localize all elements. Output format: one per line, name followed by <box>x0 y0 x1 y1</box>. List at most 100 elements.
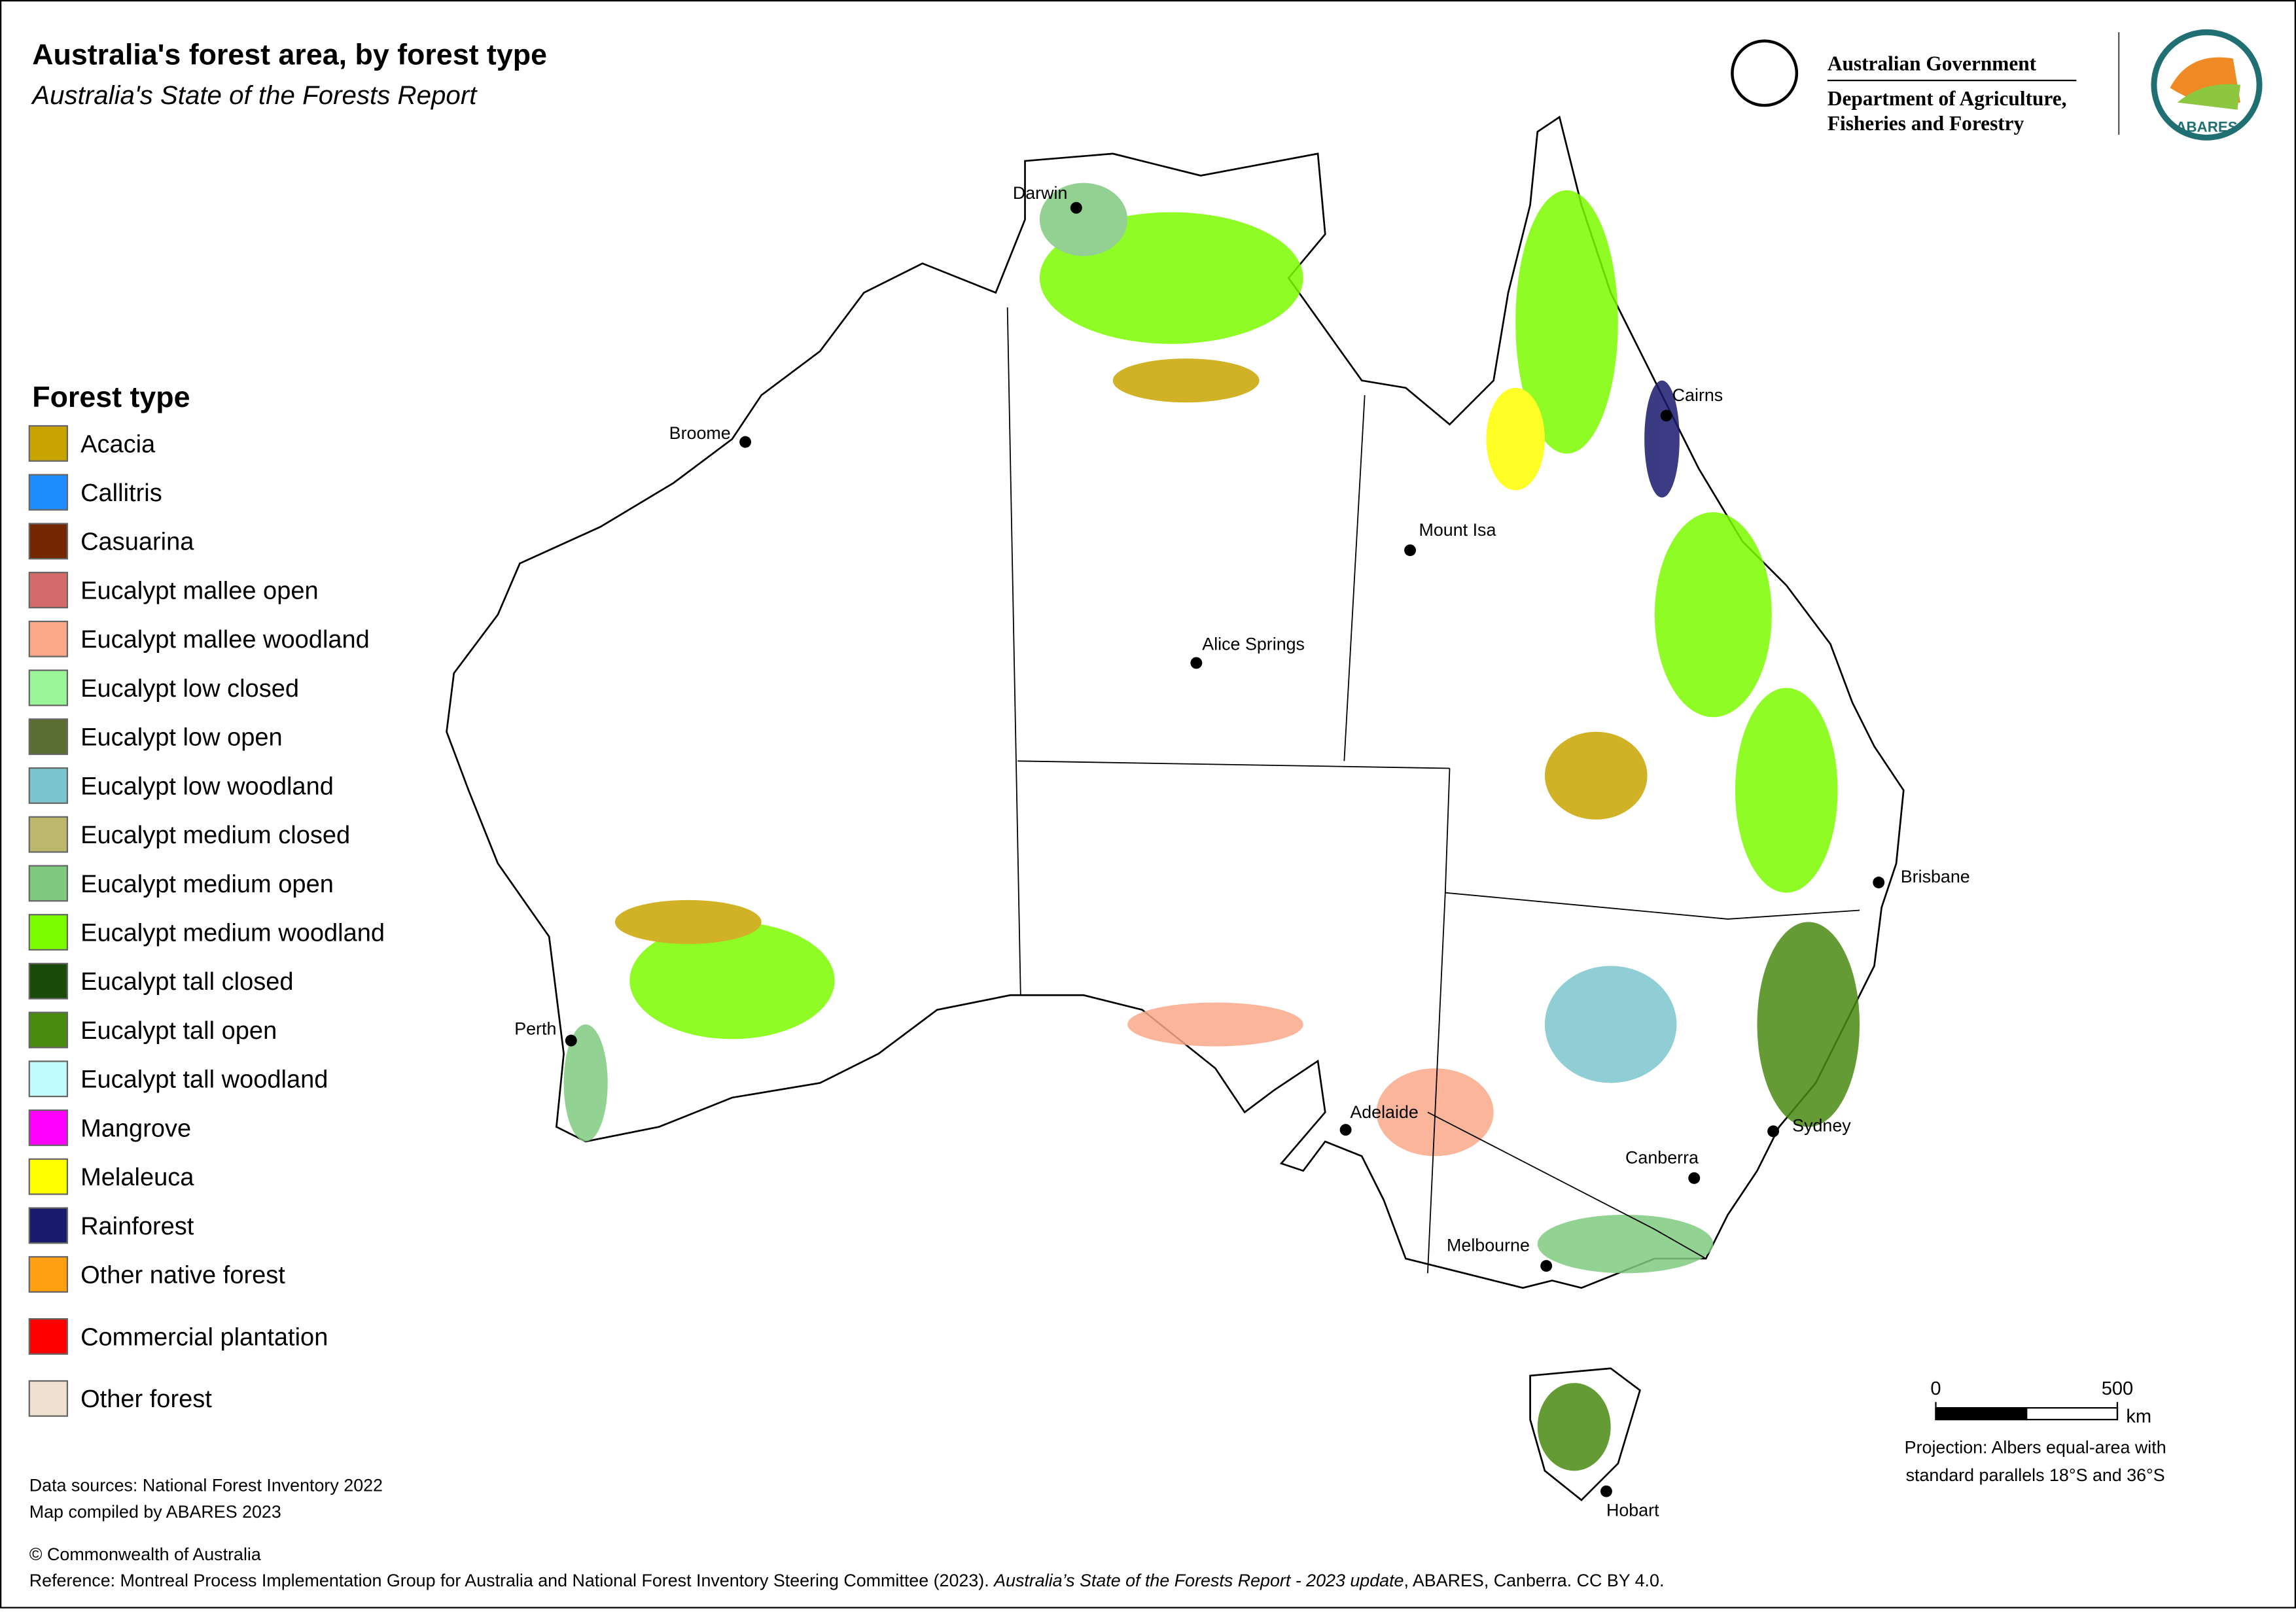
legend-title: Forest type <box>32 381 190 413</box>
city-label: Mount Isa <box>1419 520 1496 540</box>
legend-swatch <box>28 1380 69 1417</box>
legend-label: Mangrove <box>80 1115 191 1142</box>
city-dot <box>1767 1125 1780 1138</box>
source: Data sources: National Forest Inventory … <box>29 1476 383 1495</box>
legend-label: Eucalypt low woodland <box>80 773 334 800</box>
state-border <box>1427 892 1446 1274</box>
forest-cover <box>563 183 1860 1471</box>
city-label: Alice Springs <box>1202 634 1305 654</box>
scale-tick-label: 500 <box>2102 1378 2134 1399</box>
city-dot <box>1600 1485 1612 1497</box>
legend-label: Eucalypt medium closed <box>80 822 350 849</box>
forest-patch <box>1757 922 1860 1127</box>
legend-label: Melaleuca <box>80 1164 194 1191</box>
legend-label: Other forest <box>80 1386 212 1413</box>
legend-swatch <box>28 1011 69 1049</box>
legend-swatch <box>28 425 69 462</box>
department: Department of Agriculture, <box>1828 87 2067 110</box>
forest-patch <box>1735 688 1838 893</box>
reference-part: Australia’s State of the Forests Report … <box>993 1571 1404 1590</box>
legend-swatch <box>28 572 69 608</box>
legend-label: Acacia <box>80 430 156 458</box>
legend-label: Eucalypt tall closed <box>80 968 293 996</box>
legend-label: Eucalypt mallee woodland <box>80 626 370 654</box>
government-logo: Australian Government Department of Agri… <box>1731 29 2263 141</box>
forest-patch <box>1537 1383 1611 1471</box>
forest-patch <box>1515 190 1618 454</box>
scale-tick-label: 0 <box>1930 1378 1941 1399</box>
legend-label: Casuarina <box>80 529 194 556</box>
state-border <box>1444 768 1860 920</box>
legend-swatch <box>28 816 69 853</box>
city-label: Canberra <box>1625 1148 1699 1168</box>
forest-patch <box>614 899 762 944</box>
city-label: Broome <box>669 423 731 443</box>
gov-name: Australian Government <box>1828 52 2037 75</box>
city-dot <box>1190 657 1203 669</box>
scale-unit: km <box>2126 1406 2151 1427</box>
legend-label: Eucalypt low closed <box>80 675 299 703</box>
city-label: Cairns <box>1672 385 1723 405</box>
subtitle: Australia's State of the Forests Report <box>31 80 478 110</box>
state-border <box>1017 760 1450 769</box>
forest-patch <box>1644 380 1680 498</box>
abares-name: ABARES <box>2176 118 2238 135</box>
legend-swatch <box>28 914 69 951</box>
legend-label: Callitris <box>80 480 162 507</box>
legend-swatch <box>28 1207 69 1244</box>
cities: Darwin Broome Cairns Mount Isa Alice Springs… <box>514 183 1970 1520</box>
legend-swatch <box>28 1318 69 1355</box>
city-label: Brisbane <box>1901 867 1970 886</box>
city-label: Darwin <box>1013 183 1068 203</box>
city-label: Perth <box>514 1019 556 1039</box>
forest-patch <box>1486 387 1545 491</box>
legend-swatch <box>28 523 69 560</box>
reference: Reference: Montreal Process Implementati… <box>29 1571 1665 1590</box>
forest-patch <box>1537 1214 1714 1274</box>
legend-label: Commercial plantation <box>80 1323 328 1351</box>
city-dot <box>1070 201 1082 214</box>
city-dot <box>1540 1260 1553 1272</box>
forest-patch <box>1544 731 1648 820</box>
forest-patch <box>1544 966 1677 1083</box>
forest-patch <box>629 922 835 1039</box>
source: Map compiled by ABARES 2023 <box>29 1502 281 1522</box>
state-border <box>1343 394 1366 761</box>
scale-segment <box>1935 1407 2028 1421</box>
legend-swatch <box>28 1256 69 1293</box>
city-label: Hobart <box>1606 1501 1659 1520</box>
city-label: Sydney <box>1792 1115 1851 1135</box>
legend-swatch <box>28 1158 69 1195</box>
scale-bar: 0 500 km <box>1930 1378 2151 1427</box>
state-borders <box>1006 307 1860 1274</box>
legend-swatch <box>28 474 69 511</box>
legend-swatch <box>28 1060 69 1098</box>
projection: Projection: Albers equal-area with <box>1905 1437 2166 1457</box>
department: Fisheries and Forestry <box>1828 112 2024 135</box>
city-dot <box>1404 544 1417 557</box>
legend-swatch <box>28 718 69 756</box>
reference-part: , ABARES, Canberra. CC BY 4.0. <box>1404 1571 1664 1590</box>
legend: Forest type Acacia Callitris Casuarina Euca… <box>28 381 385 1417</box>
legend-label: Eucalypt low open <box>80 724 283 752</box>
abares-shape <box>2177 84 2240 110</box>
city-dot <box>1339 1124 1352 1136</box>
title: Australia's forest area, by forest type <box>32 38 547 71</box>
scale-segment <box>2026 1407 2119 1421</box>
crest <box>1731 39 1799 107</box>
forest-patch <box>1654 512 1772 718</box>
legend-label: Eucalypt tall woodland <box>80 1066 328 1094</box>
city-dot <box>739 436 752 448</box>
legend-label: Eucalypt medium woodland <box>80 919 385 947</box>
forest-patch <box>563 1024 608 1142</box>
forest-patch <box>1112 358 1260 403</box>
reference-part: Reference: Montreal Process Implementati… <box>29 1571 994 1590</box>
legend-label: Eucalypt tall open <box>80 1017 277 1045</box>
state-border <box>1006 307 1021 996</box>
city-dot <box>1688 1172 1701 1184</box>
city-dot <box>1873 877 1885 888</box>
projection: standard parallels 18°S and 36°S <box>1906 1465 2165 1485</box>
legend-label: Eucalypt mallee open <box>80 577 319 604</box>
city-label: Melbourne <box>1447 1236 1530 1255</box>
